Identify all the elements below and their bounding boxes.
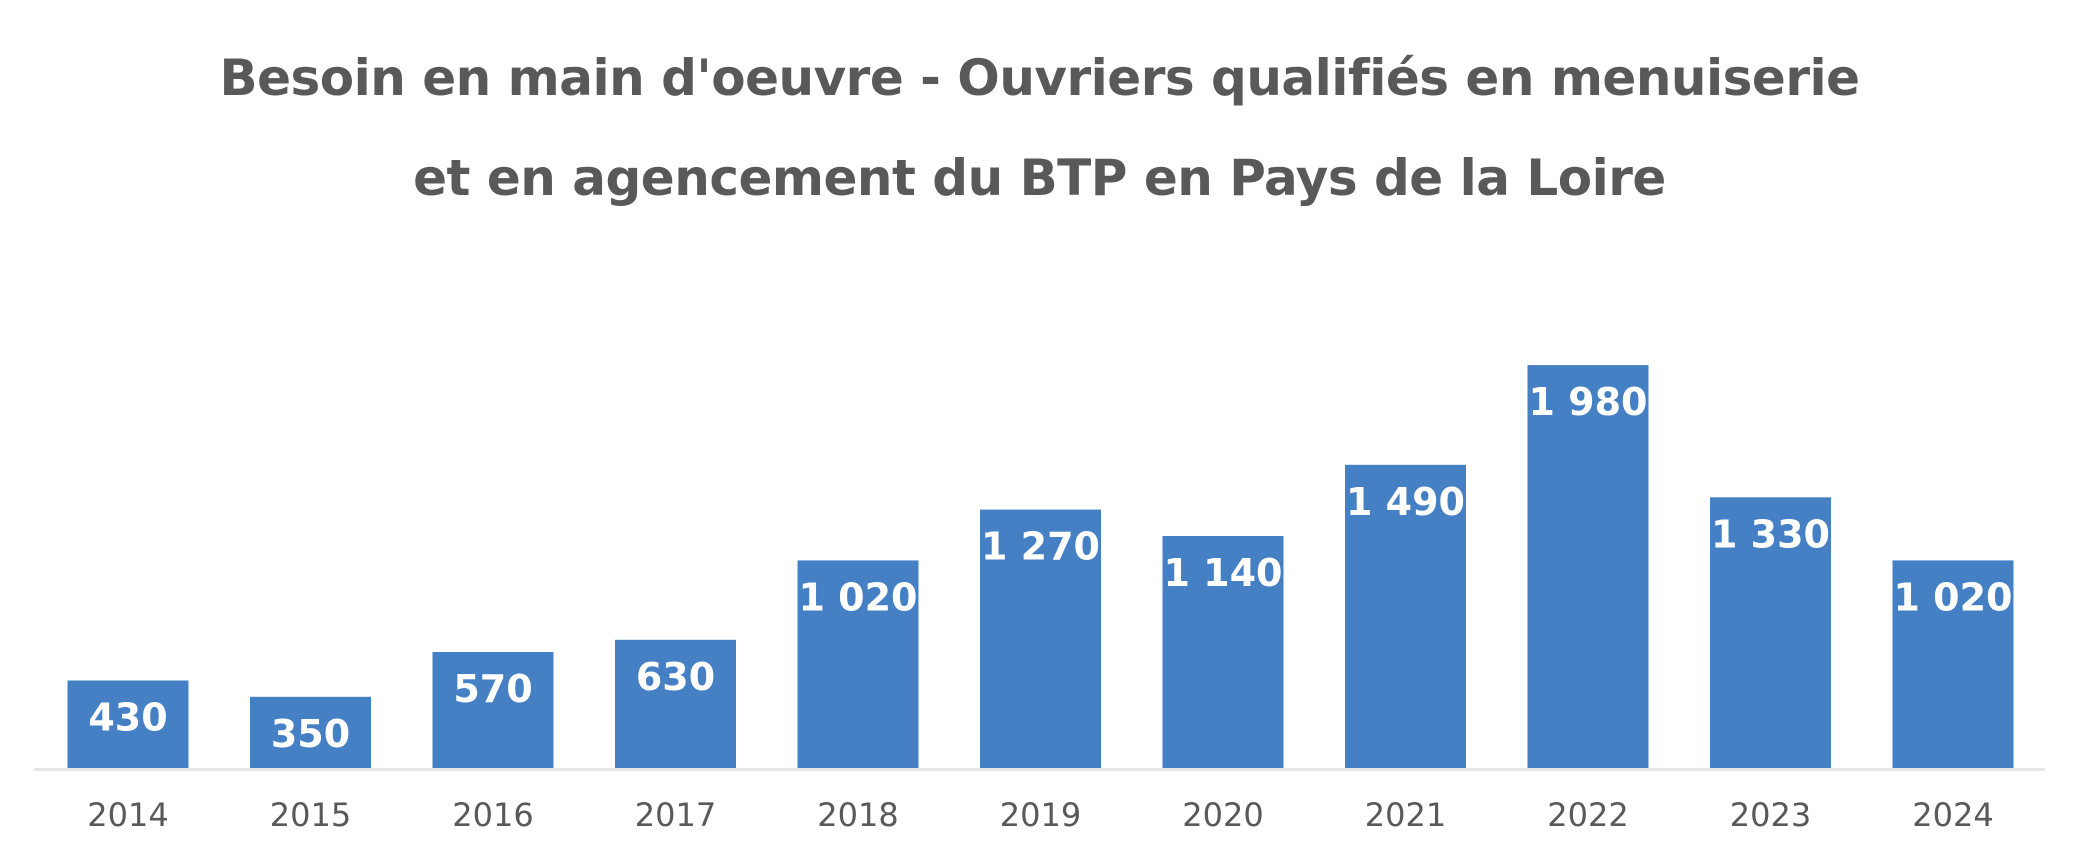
x-tick-labels: 2014 2015 2016 2017 2018 2019 2020 2021 2022 2023… (87, 796, 1993, 834)
data-label-2024: 1 020 (1894, 575, 2013, 619)
x-tick-label-2016: 2016 (452, 796, 533, 834)
bar-2021 (1345, 464, 1466, 768)
x-tick-label-2015: 2015 (270, 796, 351, 834)
data-label-2019: 1 270 (981, 525, 1100, 569)
data-label-2020: 1 140 (1164, 551, 1283, 595)
x-tick-label-2020: 2020 (1182, 796, 1263, 834)
bar-2023 (1710, 497, 1831, 768)
bar-2015 (250, 696, 371, 768)
bar-2020 (1162, 536, 1284, 768)
bar-2014 (67, 680, 189, 768)
x-tick-label-2023: 2023 (1730, 796, 1811, 834)
chart-title: Besoin en main d'oeuvre - Ouvriers quali… (0, 28, 2079, 228)
x-tick-label-2021: 2021 (1365, 796, 1446, 834)
x-tick-label-2014: 2014 (87, 796, 168, 834)
data-label-2015: 350 (271, 712, 350, 756)
data-label-2023: 1 330 (1711, 512, 1830, 556)
bars-group: 430 350 570 630 1 020 1 270 1 140 1 490 1 980 1 3… (67, 365, 2014, 768)
data-label-2016: 570 (453, 667, 532, 711)
data-label-2014: 430 (88, 696, 167, 740)
data-label-2018: 1 020 (799, 575, 918, 619)
x-tick-label-2017: 2017 (635, 796, 716, 834)
bar-2019 (980, 509, 1101, 768)
data-label-2017: 630 (636, 655, 715, 699)
x-tick-label-2019: 2019 (1000, 796, 1081, 834)
bar-2022 (1527, 365, 1649, 768)
data-label-2021: 1 490 (1346, 480, 1465, 524)
bar-2016 (432, 652, 554, 768)
bar-2018 (797, 560, 919, 768)
chart-title-line-2: et en agencement du BTP en Pays de la Lo… (413, 149, 1666, 207)
bar-2024 (1892, 560, 2014, 768)
chart-title-line-1: Besoin en main d'oeuvre - Ouvriers quali… (219, 49, 1860, 107)
x-tick-label-2018: 2018 (817, 796, 898, 834)
x-tick-label-2022: 2022 (1547, 796, 1628, 834)
x-tick-label-2024: 2024 (1912, 796, 1993, 834)
bar-2017 (615, 639, 736, 768)
data-label-2022: 1 980 (1529, 380, 1648, 424)
